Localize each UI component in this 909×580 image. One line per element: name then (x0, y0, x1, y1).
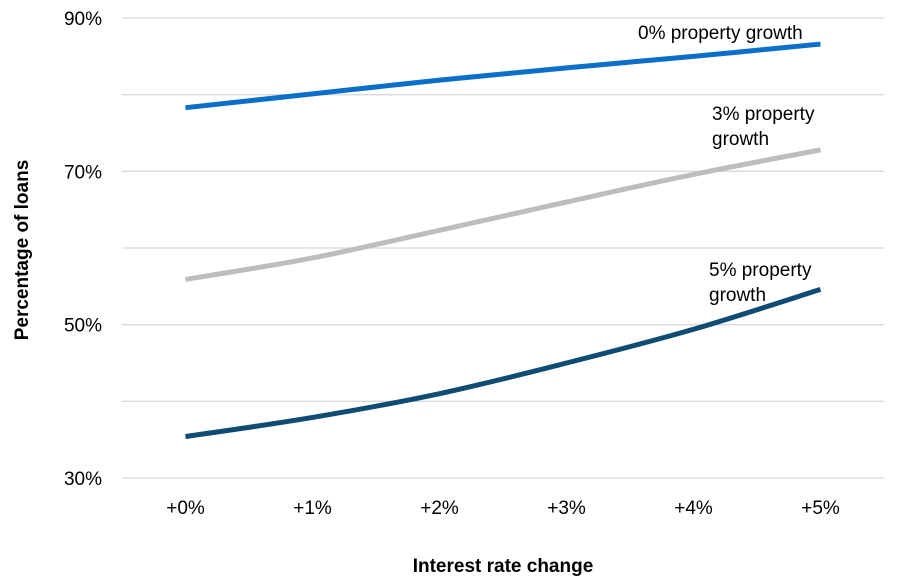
y-axis-title: Percentage of loans (12, 160, 33, 341)
series-labels: 0% property growth 3% property growth 5% pr… (638, 23, 815, 306)
series-line-1 (185, 41, 821, 111)
y-tick-label: 70% (64, 162, 102, 183)
x-tick-label: +4% (674, 498, 713, 519)
y-tick-label: 50% (64, 316, 102, 337)
series-line-2 (185, 147, 821, 282)
series-label-1: 0% property growth (638, 23, 803, 44)
x-tick-label: +5% (801, 498, 840, 519)
x-axis-title: Interest rate change (413, 556, 594, 577)
series-lines (185, 41, 822, 440)
x-tick-label: +0% (166, 498, 205, 519)
gridlines (122, 17, 884, 479)
y-tick-label: 30% (64, 469, 102, 490)
x-tick-label: +2% (420, 498, 459, 519)
y-tick-label: 90% (64, 9, 102, 30)
x-tick-label: +3% (547, 498, 586, 519)
x-tick-label: +1% (293, 498, 332, 519)
x-axis-tick-labels: +0% +1% +2% +3% +4% +5% (166, 498, 840, 519)
series-label-2: 3% property growth (712, 104, 815, 150)
series-label-3: 5% property growth (709, 260, 812, 306)
series-line-3 (185, 287, 822, 440)
y-axis-tick-labels: 30% 50% 70% 90% (64, 9, 102, 490)
